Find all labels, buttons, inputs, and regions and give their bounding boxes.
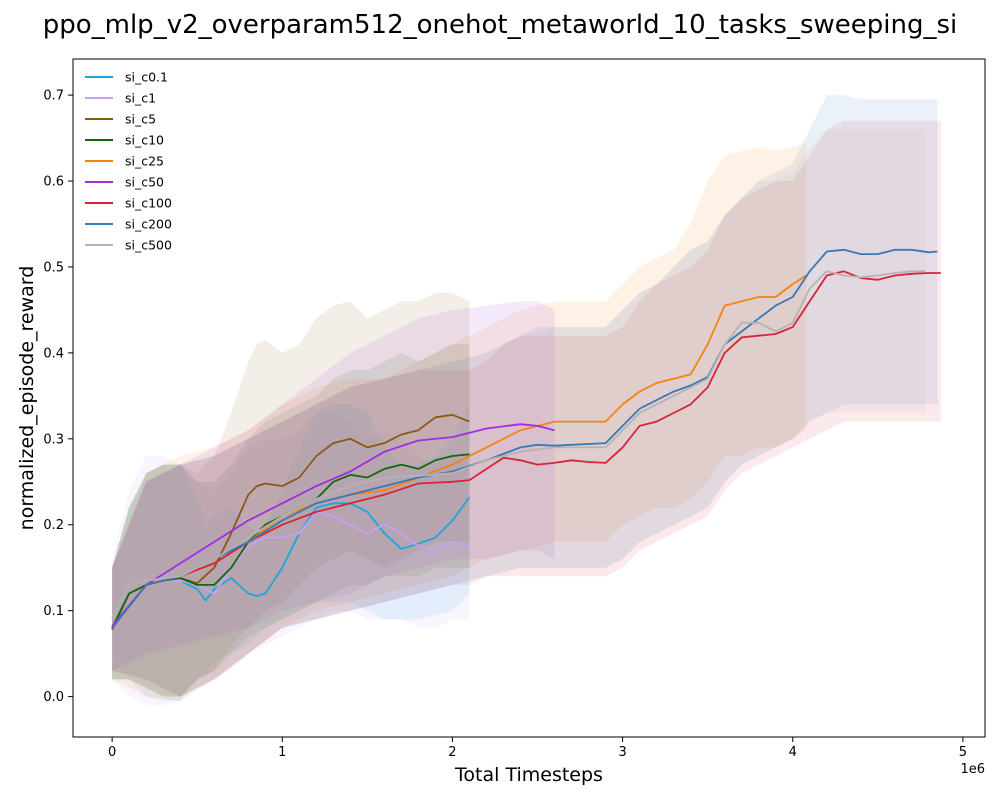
legend-label-si-c0-1: si_c0.1 (125, 70, 168, 85)
band-si-c200 (112, 95, 938, 697)
legend-label-si-c25: si_c25 (125, 154, 164, 169)
x-tick-label: 5 (959, 745, 967, 760)
y-tick-label: 0.5 (43, 260, 64, 275)
band-si-c100 (112, 120, 941, 697)
x-tick-label: 1 (278, 745, 286, 760)
y-axis-ticks: 0.0 0.1 0.2 0.3 0.4 0.5 0.6 0.7 (43, 89, 73, 705)
y-tick-label: 0.7 (43, 89, 64, 104)
y-tick-label: 0.4 (43, 346, 64, 361)
legend: si_c0.1 si_c1 si_c5 si_c10 si_c25 si_c50 si_c1… (85, 70, 172, 253)
y-tick-label: 0.1 (43, 604, 64, 619)
band-si-c1 (112, 413, 470, 706)
band-si-c500 (112, 129, 926, 697)
line-si-c50 (111, 423, 555, 627)
line-si-c500 (111, 270, 926, 619)
x-axis-label: Total Timesteps (454, 764, 603, 786)
x-axis-ticks: 0 1 2 3 4 5 (108, 737, 967, 760)
x-tick-label: 3 (618, 745, 626, 760)
line-si-c1 (111, 511, 470, 629)
x-axis-multiplier: 1e6 (960, 762, 985, 777)
chart-title: ppo_mlp_v2_overparam512_onehot_metaworld… (43, 10, 958, 40)
legend-label-si-c1: si_c1 (125, 91, 156, 106)
x-tick-label: 4 (789, 745, 797, 760)
y-tick-label: 0.3 (43, 432, 64, 447)
x-tick-label: 2 (448, 745, 456, 760)
x-tick-label: 0 (108, 745, 116, 760)
y-tick-label: 0.2 (43, 518, 64, 533)
line-si-c25 (111, 274, 807, 629)
band-si-c10 (112, 344, 470, 697)
legend-label-si-c200: si_c200 (125, 217, 172, 232)
line-si-c200 (111, 248, 938, 629)
series-lines (111, 248, 941, 630)
legend-label-si-c50: si_c50 (125, 175, 164, 190)
plot-frame (72, 58, 986, 738)
legend-label-si-c10: si_c10 (125, 133, 164, 148)
y-tick-label: 0.6 (43, 175, 64, 190)
y-axis-label: normalized_episode_reward (16, 266, 38, 531)
confidence-bands (112, 95, 941, 706)
legend-label-si-c100: si_c100 (125, 196, 172, 211)
legend-label-si-c5: si_c5 (125, 112, 156, 127)
legend-label-si-c500: si_c500 (125, 238, 172, 253)
y-tick-label: 0.0 (43, 690, 64, 705)
band-si-c50 (112, 301, 555, 671)
